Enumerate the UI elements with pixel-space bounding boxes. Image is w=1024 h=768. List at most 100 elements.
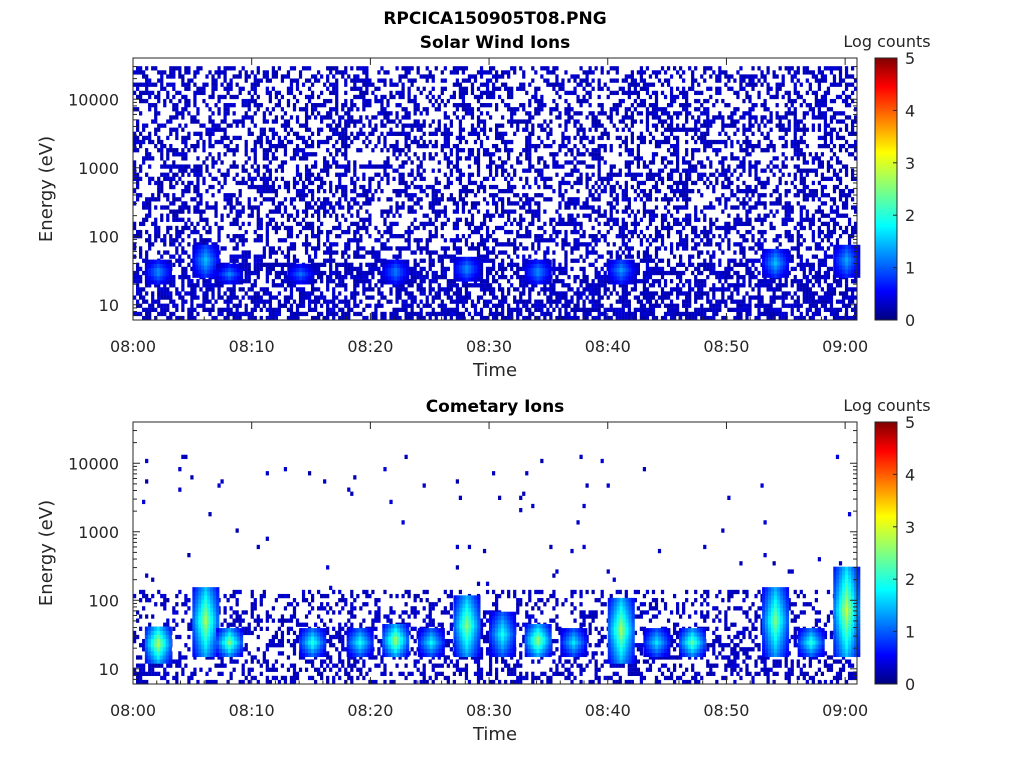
heatmap-cell xyxy=(386,172,390,177)
heatmap-cell xyxy=(193,148,197,153)
heatmap-cell xyxy=(344,184,348,190)
heatmap-cell xyxy=(579,307,583,313)
heatmap-cell xyxy=(446,127,450,132)
heatmap-cell xyxy=(636,152,640,157)
heatmap-cell xyxy=(645,197,650,202)
heatmap-cell xyxy=(223,127,227,132)
heatmap-cell xyxy=(392,213,396,218)
heatmap-cell xyxy=(157,78,161,83)
heatmap-cell xyxy=(582,143,586,149)
heatmap-cell xyxy=(516,266,520,272)
heatmap-cell xyxy=(404,287,408,292)
heatmap-cell xyxy=(169,315,173,321)
heatmap-cell xyxy=(648,131,653,136)
heatmap-cell xyxy=(639,307,644,313)
heatmap-cell xyxy=(552,66,556,71)
heatmap-cell xyxy=(365,295,369,300)
heatmap-cell xyxy=(642,258,647,263)
heatmap-cell xyxy=(398,152,402,157)
heatmap-cell xyxy=(199,66,203,71)
heatmap-cell xyxy=(329,270,333,276)
heatmap-cell xyxy=(642,295,647,300)
heatmap-cell xyxy=(404,291,408,296)
heatmap-cell xyxy=(160,143,164,149)
heatmap-cell xyxy=(449,307,453,313)
heatmap-cell xyxy=(636,299,640,304)
heatmap-cell xyxy=(190,315,194,321)
heatmap-cell xyxy=(356,270,360,276)
heatmap-cell xyxy=(253,303,257,308)
heatmap-cell xyxy=(510,229,514,235)
heatmap-cell xyxy=(175,172,179,177)
heatmap-cell xyxy=(154,307,158,313)
heatmap-cell xyxy=(344,164,348,169)
heatmap-cell xyxy=(594,307,598,313)
heatmap-cell xyxy=(383,295,387,300)
heatmap-cell xyxy=(501,258,505,263)
heatmap-cell xyxy=(479,234,484,239)
heatmap-cell xyxy=(464,103,469,108)
heatmap-cell xyxy=(380,103,384,108)
heatmap-cell xyxy=(277,307,282,313)
heatmap-cell xyxy=(504,189,508,194)
heatmap-cell xyxy=(458,287,463,292)
heatmap-cell xyxy=(440,143,444,149)
heatmap-cell xyxy=(184,107,188,112)
heatmap-cell xyxy=(639,189,644,194)
heatmap-cell xyxy=(250,131,254,136)
heatmap-cell xyxy=(537,86,541,91)
heatmap-cell xyxy=(461,98,466,104)
heatmap-cell xyxy=(163,250,167,255)
heatmap-cell xyxy=(552,258,556,263)
heatmap-cell xyxy=(495,311,499,317)
heatmap-cell xyxy=(615,103,619,108)
heatmap-cell xyxy=(404,299,408,304)
heatmap-cell xyxy=(265,213,269,218)
heatmap-cell xyxy=(476,283,481,288)
heatmap-cell xyxy=(202,225,206,231)
heatmap-cell xyxy=(365,270,369,276)
heatmap-cell xyxy=(485,229,490,235)
heatmap-cell xyxy=(181,229,185,235)
heatmap-cell xyxy=(431,262,435,267)
heatmap-cell xyxy=(172,311,176,317)
heatmap-cell xyxy=(344,123,348,128)
heatmap-cell xyxy=(419,111,423,116)
heatmap-cell xyxy=(353,279,357,284)
heatmap-cell xyxy=(238,90,242,96)
heatmap-cell xyxy=(241,266,245,272)
heatmap-cell xyxy=(277,209,282,214)
heatmap-cell xyxy=(603,189,607,194)
heatmap-cell xyxy=(428,131,432,136)
heatmap-cell xyxy=(353,250,357,255)
heatmap-cell xyxy=(277,135,282,141)
heatmap-cell xyxy=(537,111,541,116)
heatmap-cell xyxy=(253,229,257,235)
heatmap-cell xyxy=(464,283,469,288)
heatmap-cell xyxy=(208,127,212,132)
heatmap-cell xyxy=(223,299,227,304)
heatmap-cell xyxy=(624,107,628,112)
heatmap-cell xyxy=(256,303,260,308)
heatmap-cell xyxy=(567,135,571,141)
heatmap-cell xyxy=(510,86,514,91)
heatmap-cell xyxy=(549,70,553,75)
heatmap-cell xyxy=(238,303,242,308)
heatmap-cell xyxy=(160,238,164,243)
heatmap-cell xyxy=(627,201,631,206)
heatmap-cell xyxy=(516,193,520,198)
heatmap-cell xyxy=(407,148,411,153)
heatmap-cell xyxy=(392,82,396,87)
heatmap-cell xyxy=(488,115,493,120)
heatmap-cell xyxy=(495,143,499,149)
heatmap-cell xyxy=(467,283,472,288)
heatmap-cell xyxy=(534,299,538,304)
heatmap-cell xyxy=(443,291,447,296)
heatmap-cell xyxy=(280,201,285,206)
heatmap-cell xyxy=(437,197,441,202)
heatmap-cell xyxy=(606,131,610,136)
heatmap-cell xyxy=(347,225,351,231)
heatmap-cell xyxy=(386,229,390,235)
heatmap-cell xyxy=(332,287,336,292)
heatmap-cell xyxy=(534,143,538,149)
